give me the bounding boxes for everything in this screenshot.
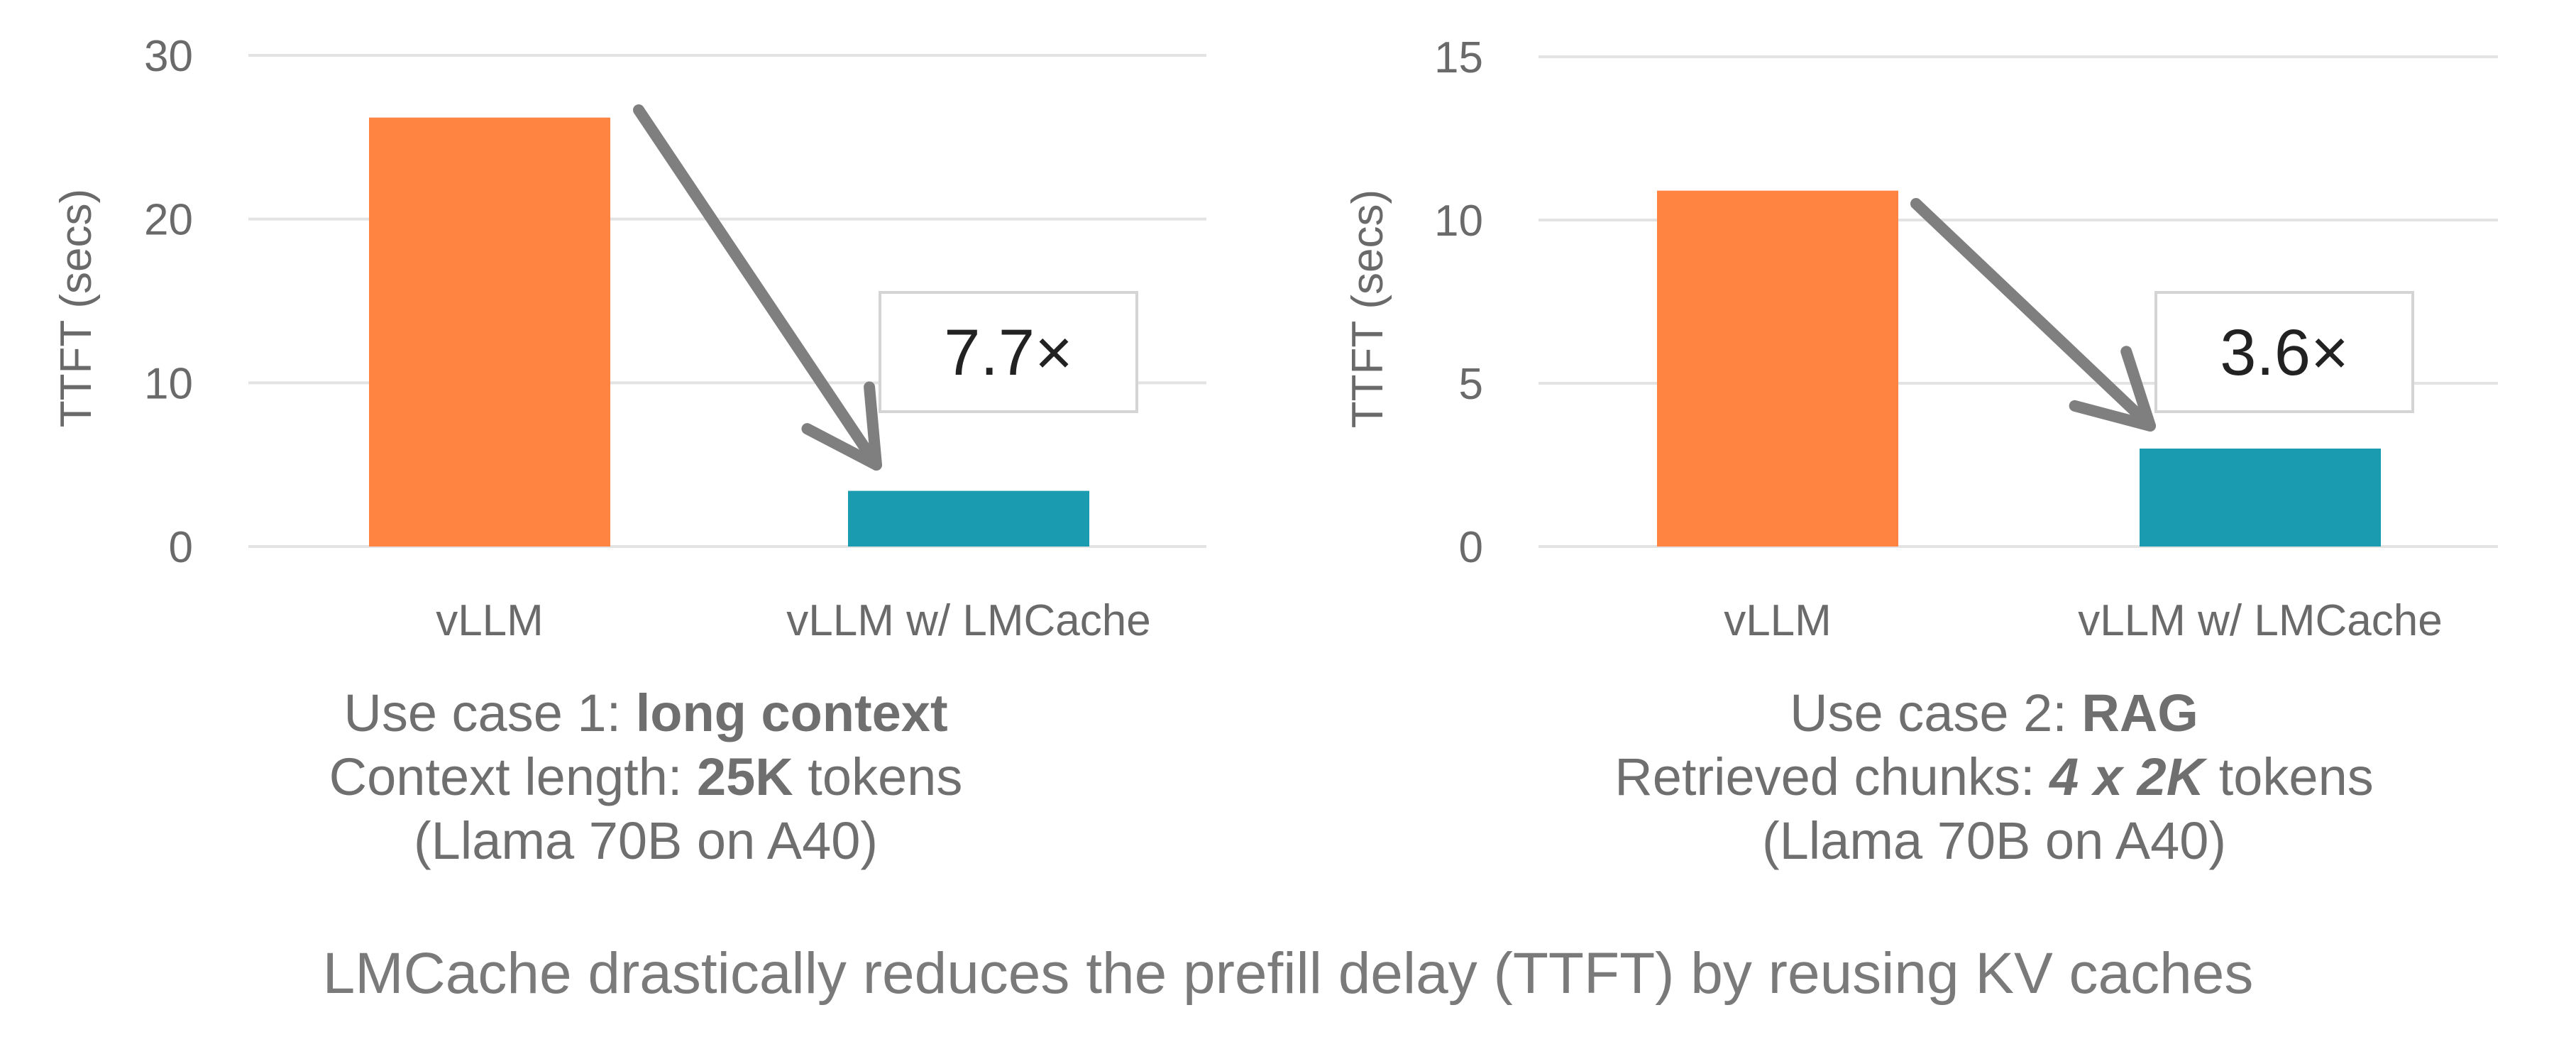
y-tick-label: 20 — [144, 196, 193, 245]
y-tick-label: 15 — [1434, 33, 1483, 82]
y-tick-label: 10 — [144, 359, 193, 408]
caption-1-line-2-bold: 25K — [696, 747, 793, 806]
caption-2-line-2: Retrieved chunks: 4 x 2K tokens — [1533, 745, 2455, 809]
speedup-box — [879, 291, 1138, 413]
caption-1-line-2-prefix: Context length: — [329, 747, 697, 806]
arrow-head — [801, 381, 882, 471]
x-category-label: vLLM w/ LMCache — [786, 596, 1150, 645]
y-tick-label: 0 — [1459, 523, 1483, 572]
caption-2-line-1: Use case 2: RAG — [1533, 681, 2455, 745]
y-tick-label: 0 — [169, 523, 193, 572]
caption-1-line-1-bold: long context — [635, 684, 948, 742]
y-axis-label: TTFT (secs) — [52, 189, 101, 427]
bar-vllm-lmcache — [2140, 449, 2381, 547]
arrow-line — [1910, 198, 2156, 432]
caption-1-line-3: (Llama 70B on A40) — [413, 811, 879, 870]
arrow-head — [2069, 346, 2156, 432]
caption-1-line-2: Context length: 25K tokens — [255, 745, 1036, 809]
chart-2: 0 5 10 15 TTFT (secs) vLLM vLLM w/ LMCache 3.6× — [1343, 33, 2498, 645]
x-category-label: vLLM — [436, 596, 544, 645]
bar-vllm — [1657, 190, 1898, 547]
caption-2-line-2-prefix: Retrieved chunks: — [1614, 747, 2050, 806]
chart-1: 0 10 20 30 TTFT (secs) vLLM vLLM w/ LMCache 7.7… — [52, 32, 1206, 645]
caption-2-line-2-bold: 4 x 2K — [2049, 747, 2205, 806]
speedup-box — [2154, 291, 2414, 413]
x-category-label: vLLM — [1724, 596, 1832, 645]
arrow-line — [633, 104, 882, 471]
speedup-label: 3.6× — [2220, 317, 2349, 389]
bar-vllm-lmcache — [848, 490, 1089, 547]
speedup-label: 7.7× — [944, 317, 1073, 389]
caption-use-case-2: Use case 2: RAG Retrieved chunks: 4 x 2K… — [1533, 681, 2455, 873]
y-tick-label: 5 — [1459, 360, 1483, 409]
caption-use-case-1: Use case 1: long context Context length:… — [255, 681, 1036, 873]
caption-1-line-1-prefix: Use case 1: — [343, 684, 636, 742]
caption-2-line-1-prefix: Use case 2: — [1790, 684, 2082, 742]
y-tick-label: 30 — [144, 32, 193, 81]
footer-caption: LMCache drastically reduces the prefill … — [322, 941, 2254, 1006]
y-tick-label: 10 — [1434, 197, 1483, 246]
y-axis-label: TTFT (secs) — [1343, 190, 1392, 428]
caption-2-line-3: (Llama 70B on A40) — [1761, 811, 2227, 870]
bar-vllm — [369, 117, 610, 547]
caption-2-line-2-suffix: tokens — [2204, 747, 2374, 806]
caption-1-line-1: Use case 1: long context — [255, 681, 1036, 745]
x-category-label: vLLM w/ LMCache — [2078, 596, 2442, 645]
caption-2-line-1-bold: RAG — [2081, 684, 2198, 742]
caption-1-line-2-suffix: tokens — [793, 747, 963, 806]
